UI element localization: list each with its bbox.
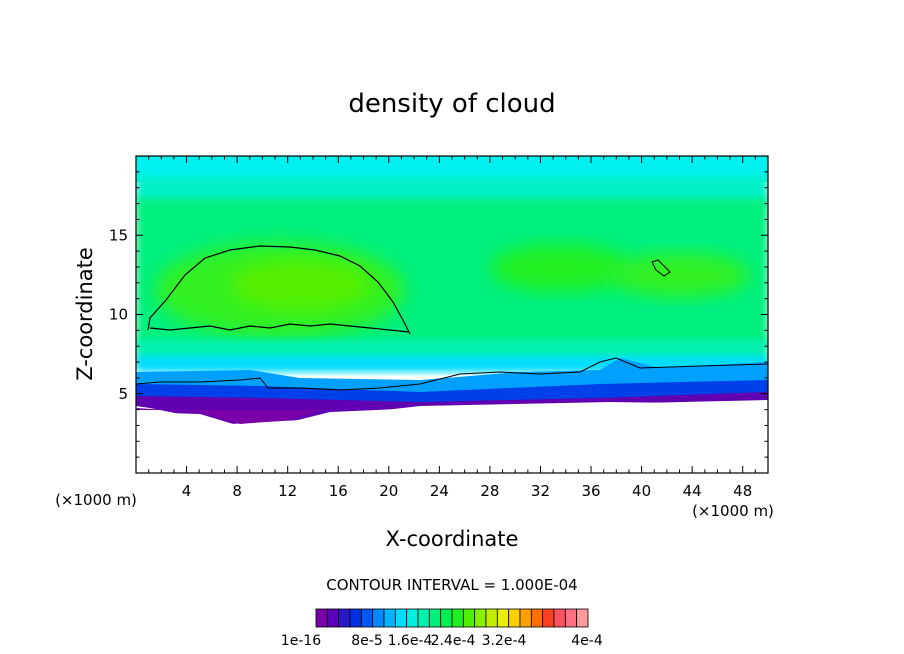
colorbar-swatch <box>553 608 566 628</box>
x-tick-label: 44 <box>683 482 702 500</box>
colorbar-swatch <box>394 608 408 628</box>
colorbar-label: 4e-4 <box>571 633 603 649</box>
colorbar <box>315 608 589 628</box>
x-tick-label: 20 <box>379 482 398 500</box>
x-left-unit-label: (×1000 m) <box>55 491 137 509</box>
y-tick-label: 15 <box>109 226 128 244</box>
colorbar-swatch <box>315 608 328 628</box>
colorbar-swatch <box>564 608 578 628</box>
colorbar-swatch <box>372 608 385 628</box>
x-tick-label: 24 <box>430 482 449 500</box>
colorbar-swatch <box>349 608 362 628</box>
x-axis-ticks: 4 8 12 16 20 24 28 32 36 40 44 48 <box>148 156 756 500</box>
plot-field <box>136 156 768 473</box>
colorbar-labels: 1e-16 8e-5 1.6e-42.4e-4 3.2e-4 4e-4 <box>281 633 603 649</box>
x-tick-label: 48 <box>733 482 752 500</box>
x-tick-label: 36 <box>581 482 600 500</box>
colorbar-swatch <box>406 608 419 628</box>
x-tick-label: 28 <box>480 482 499 500</box>
colorbar-swatch <box>530 608 544 628</box>
y-axis-label: Z-coordinate <box>73 247 97 381</box>
contour-interval-label: CONTOUR INTERVAL = 1.000E-04 <box>326 576 577 594</box>
colorbar-swatch <box>462 608 476 628</box>
colorbar-swatch <box>508 608 521 628</box>
y-tick-label: 10 <box>109 306 128 324</box>
colorbar-swatch <box>576 608 589 628</box>
colorbar-swatch <box>360 608 374 628</box>
colorbar-swatch <box>326 608 340 628</box>
x-tick-label: 40 <box>632 482 651 500</box>
colorbar-swatch <box>542 608 555 628</box>
colorbar-swatch <box>338 608 351 628</box>
colorbar-swatch <box>451 608 464 628</box>
colorbar-swatch <box>519 608 532 628</box>
colorbar-swatch <box>496 608 510 628</box>
colorbar-swatch <box>474 608 487 628</box>
x-tick-label: 4 <box>182 482 192 500</box>
y-tick-label: 5 <box>118 385 128 403</box>
colorbar-label: 8e-5 <box>351 633 382 649</box>
x-tick-label: 8 <box>232 482 242 500</box>
colorbar-label: 1.6e-4 <box>388 633 433 649</box>
colorbar-label: 2.4e-4 <box>431 633 476 649</box>
colorbar-swatch <box>440 608 453 628</box>
x-unit-label: (×1000 m) <box>692 502 774 520</box>
x-tick-label: 12 <box>278 482 297 500</box>
colorbar-swatch <box>417 608 430 628</box>
colorbar-swatch <box>383 608 396 628</box>
colorbar-swatch <box>428 608 442 628</box>
chart-title: density of cloud <box>348 89 555 119</box>
colorbar-label: 3.2e-4 <box>482 633 527 649</box>
x-tick-label: 32 <box>531 482 550 500</box>
y-axis-ticks: 5 10 15 <box>109 171 768 458</box>
colorbar-swatch <box>485 608 498 628</box>
x-axis-label: X-coordinate <box>386 527 519 551</box>
x-tick-label: 16 <box>329 482 348 500</box>
colorbar-label: 1e-16 <box>281 633 321 649</box>
